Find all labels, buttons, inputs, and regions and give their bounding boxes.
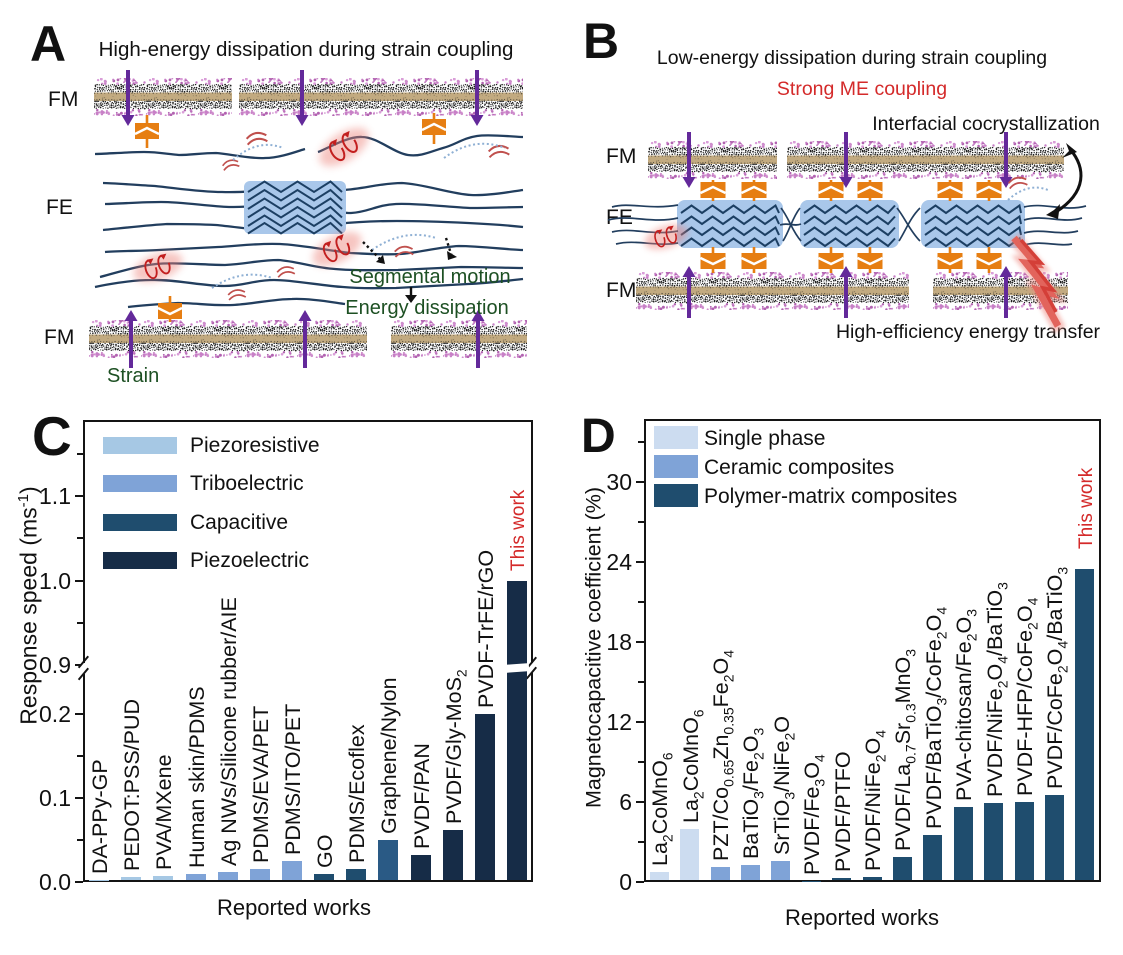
svg-text:Low-energy dissipation during: Low-energy dissipation during strain cou… <box>657 47 1047 69</box>
svg-text:FM: FM <box>606 145 636 168</box>
svg-text:FE: FE <box>606 206 633 229</box>
svg-text:FM: FM <box>44 326 74 349</box>
svg-text:Interfacial cocrystallization: Interfacial cocrystallization <box>872 113 1100 135</box>
svg-text:FM: FM <box>48 88 78 111</box>
svg-text:A: A <box>30 16 66 72</box>
svg-text:Segmental motion: Segmental motion <box>349 266 510 288</box>
svg-text:FM: FM <box>606 279 636 302</box>
svg-text:FE: FE <box>46 196 73 219</box>
svg-text:Energy dissipation: Energy dissipation <box>345 297 508 319</box>
svg-text:B: B <box>583 13 619 69</box>
svg-text:Strong ME coupling: Strong ME coupling <box>777 78 947 100</box>
svg-text:High-efficiency energy transfe: High-efficiency energy transfer <box>836 321 1101 343</box>
svg-text:Strain: Strain <box>107 365 159 387</box>
svg-text:High-energy dissipation during: High-energy dissipation during strain co… <box>99 38 514 61</box>
